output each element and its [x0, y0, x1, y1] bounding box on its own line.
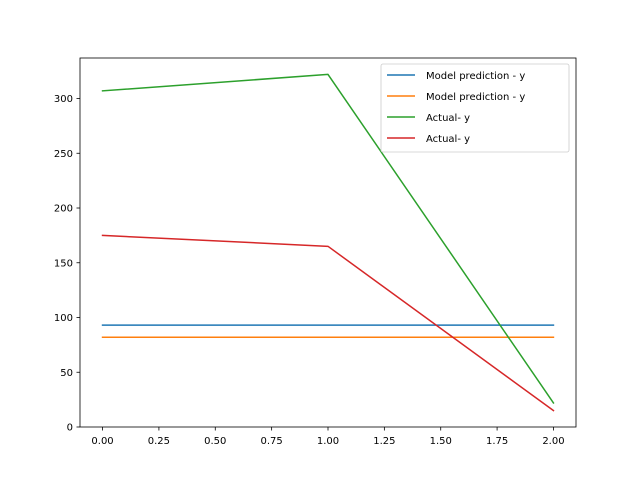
- x-tick-label: 0.50: [204, 436, 226, 447]
- legend-label-3: Actual- y: [426, 134, 470, 145]
- series-line-3: [101, 234, 555, 412]
- x-tick-label: 1.50: [430, 436, 452, 447]
- legend-label-1: Model prediction - y: [426, 92, 525, 103]
- y-tick-label: 50: [60, 368, 73, 379]
- x-tick-label: 0.75: [261, 436, 283, 447]
- series-layer: [101, 73, 555, 412]
- x-tick-label: 0.00: [91, 436, 113, 447]
- y-tick-label: 100: [54, 313, 73, 324]
- legend: Model prediction - y Model prediction - y…: [380, 63, 570, 153]
- y-tick-label: 200: [54, 204, 73, 215]
- legend-box: [380, 63, 570, 153]
- y-tick-label: 150: [54, 258, 73, 269]
- legend-label-0: Model prediction - y: [426, 71, 525, 82]
- x-tick-label: 2.00: [542, 436, 564, 447]
- x-tick-label: 1.25: [373, 436, 395, 447]
- legend-label-2: Actual- y: [426, 113, 470, 124]
- y-tick-label: 300: [54, 94, 73, 105]
- x-tick-label: 1.75: [486, 436, 508, 447]
- x-tick-label: 1.00: [317, 436, 339, 447]
- series-line-2: [101, 73, 555, 404]
- axes-layer: 0.00 0.25 0.50 0.75 1.00 1.25 1.50 1.75 2.00 0 50 1…: [54, 57, 577, 447]
- y-tick-label: 0: [67, 423, 73, 434]
- y-tick-label: 250: [54, 149, 73, 160]
- x-tick-label: 0.25: [148, 436, 170, 447]
